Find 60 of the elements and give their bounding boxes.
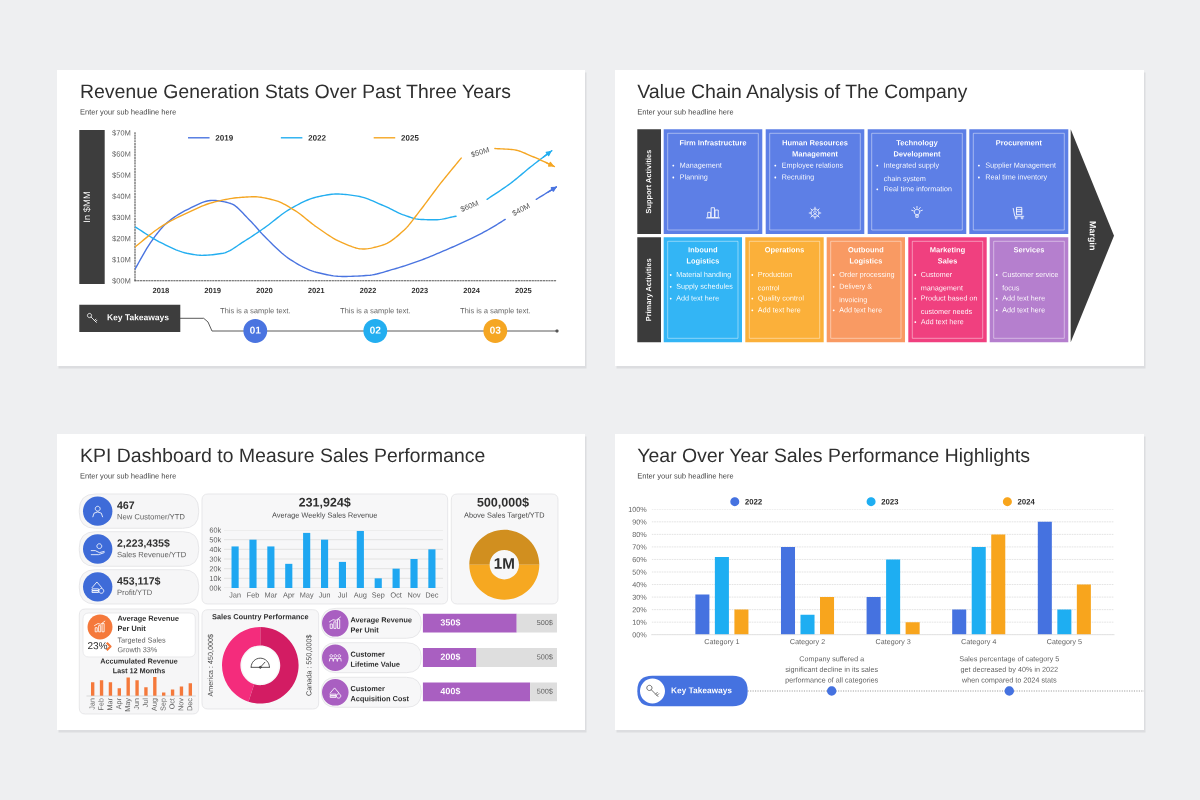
text: 467: [117, 501, 135, 509]
bar: [866, 597, 881, 635]
bar: [135, 680, 139, 696]
data-label: 350$: [440, 618, 461, 627]
bar: [530, 682, 557, 702]
text: Margin: [1087, 221, 1097, 250]
bar: [249, 539, 257, 588]
data-label: 200$: [440, 653, 461, 661]
legend-label: 2019: [215, 134, 233, 141]
text: KPI Dashboard to Measure Sales Performance: [81, 447, 485, 463]
bar: [410, 559, 418, 588]
bar: [356, 530, 364, 588]
bar: [516, 613, 557, 633]
chart-title: 231,924$: [299, 497, 351, 509]
text: 23%: [88, 642, 108, 650]
chart-title: 500,000$: [477, 497, 529, 509]
text: 2,223,435$: [117, 538, 170, 549]
donut-slice: [222, 627, 261, 702]
bar: [476, 648, 557, 667]
legend-label: 2025: [401, 134, 419, 141]
bar: [695, 594, 710, 635]
bar: [820, 597, 835, 635]
bar: [800, 614, 815, 635]
bar: [780, 546, 796, 635]
bar: [338, 561, 347, 588]
bar: [734, 609, 749, 635]
bar: [1037, 521, 1052, 635]
bar: [428, 549, 436, 588]
text: 01: [250, 326, 261, 334]
text: Value Chain Analysis of The Company: [637, 83, 968, 103]
bar: [1057, 609, 1072, 635]
bar: [392, 568, 400, 588]
bar: [991, 534, 1006, 635]
chart-title: Revenue Generation Stats Over Past Three Years: [81, 83, 511, 99]
text: 03: [490, 326, 501, 334]
text: Key Takeaways: [671, 687, 732, 695]
donut-slice: [248, 627, 299, 704]
bar: [144, 687, 148, 696]
bar: [971, 546, 986, 635]
bar: [285, 563, 293, 588]
bar: [1076, 584, 1091, 635]
bar: [320, 539, 329, 588]
text: 453,117$: [117, 576, 161, 587]
text: 1M: [494, 558, 514, 569]
chart-title: Year Over Year Sales Performance Highlights: [637, 447, 1030, 467]
bar: [153, 677, 157, 696]
bar: [905, 622, 920, 635]
text: Key Takeaways: [107, 314, 169, 322]
bar: [952, 609, 967, 635]
bar: [422, 648, 477, 667]
y-axis-title: In $MM: [83, 192, 91, 222]
bar: [886, 559, 901, 635]
data-label: 400$: [440, 687, 461, 695]
bar: [374, 578, 382, 588]
bar: [303, 532, 311, 588]
text: 02: [370, 326, 381, 334]
legend-label: 2022: [308, 134, 326, 141]
bar: [231, 546, 239, 588]
bar: [267, 546, 275, 588]
bar: [714, 556, 729, 635]
